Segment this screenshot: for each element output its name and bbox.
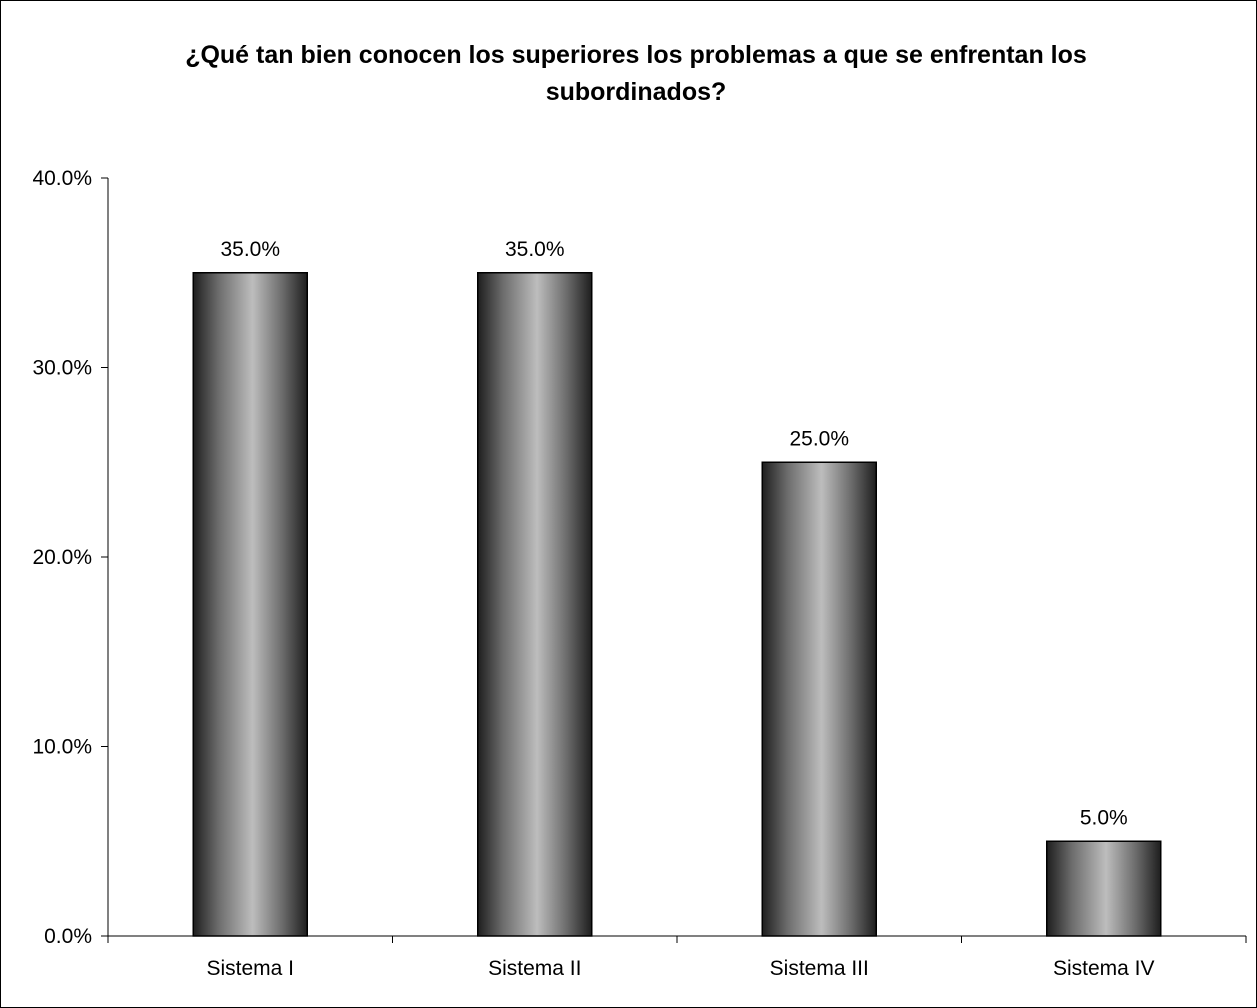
y-tick-label: 20.0% — [32, 546, 92, 569]
x-tick-label: Sistema III — [770, 957, 869, 980]
bar — [192, 272, 308, 937]
y-tick-label: 30.0% — [32, 357, 92, 380]
bar — [477, 272, 593, 937]
value-label: 5.0% — [1080, 806, 1128, 829]
bar — [1046, 840, 1162, 937]
chart-title: ¿Qué tan bien conocen los superiores los… — [185, 41, 1087, 106]
labels-group: 35.0% Sistema I 35.0% Sistema II 25.0% Sistem… — [206, 238, 1154, 980]
x-tick-label: Sistema IV — [1053, 957, 1155, 980]
bars-group — [192, 272, 1162, 937]
axes-group: 0.0% 10.0% 20.0% 30.0% 40.0% — [32, 167, 1247, 948]
value-label: 25.0% — [789, 427, 849, 450]
x-tick-label: Sistema I — [206, 957, 294, 980]
value-label: 35.0% — [505, 238, 565, 261]
value-label: 35.0% — [220, 238, 280, 261]
bar — [761, 461, 877, 937]
y-tick-label: 40.0% — [32, 167, 92, 190]
y-tick-label: 0.0% — [44, 925, 92, 948]
y-tick-label: 10.0% — [32, 736, 92, 759]
x-tick-label: Sistema II — [488, 957, 581, 980]
